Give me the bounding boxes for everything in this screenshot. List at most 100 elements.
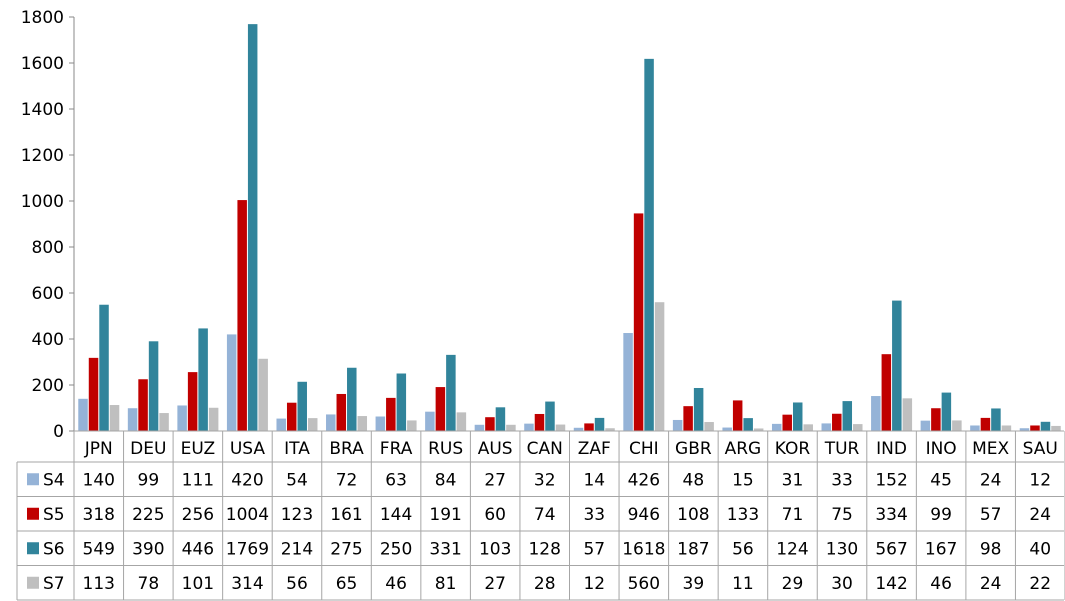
table-cell-value: 133 (727, 505, 759, 525)
x-category-label: IND (876, 439, 907, 459)
table-cell-value: 113 (83, 574, 115, 594)
table-cell-value: 54 (286, 470, 308, 490)
table-cell-value: 1618 (622, 539, 665, 559)
bar-S5-MEX (980, 417, 991, 431)
x-category-label: ITA (284, 439, 310, 459)
bar-S4-ARG (722, 427, 732, 431)
table-cell-value: 32 (534, 470, 556, 490)
legend-series-name: S7 (43, 574, 65, 594)
bar-S6-FRA (396, 373, 407, 431)
x-category-label: CHI (629, 439, 659, 459)
x-category-label: INO (926, 439, 957, 459)
table-cell-value: 74 (534, 505, 556, 525)
bar-S4-ITA (276, 418, 286, 431)
x-category-label: BRA (329, 439, 364, 459)
bar-S5-JPN (88, 357, 99, 431)
bar-S4-KOR (771, 423, 782, 431)
table-cell-value: 103 (479, 539, 511, 559)
table-cell-value: 128 (528, 539, 560, 559)
bar-S4-IND (871, 396, 881, 431)
table-cell-value: 187 (677, 539, 709, 559)
table-cell-value: 28 (534, 574, 556, 594)
bar-S5-BRA (336, 393, 347, 431)
bar-S7-CHI (654, 302, 665, 431)
table-cell-value: 1769 (226, 539, 269, 559)
table-cell-value: 75 (831, 505, 853, 525)
table-cell-value: 29 (782, 574, 804, 594)
legend-swatch (27, 507, 39, 520)
table-cell-value: 72 (336, 470, 358, 490)
x-category-label: GBR (675, 439, 712, 459)
bar-S7-DEU (159, 413, 169, 431)
bar-S5-AUS (485, 417, 495, 431)
table-cell-value: 426 (628, 470, 660, 490)
bar-S6-ITA (297, 381, 307, 431)
table-cell-value: 1004 (226, 505, 269, 525)
x-category-label: EUZ (181, 439, 216, 459)
bar-S4-MEX (970, 425, 980, 431)
table-cell-value: 225 (132, 505, 164, 525)
bar-S4-AUS (474, 424, 485, 431)
bar-S4-CHI (623, 333, 633, 431)
bar-S4-INO (920, 420, 931, 431)
table-cell-value: 39 (683, 574, 705, 594)
y-tick-label: 0 (53, 422, 64, 442)
bar-S7-JPN (109, 405, 120, 431)
table-cell-value: 275 (330, 539, 362, 559)
table-cell-value: 130 (826, 539, 858, 559)
x-category-label: ARG (725, 439, 762, 459)
data-table: JPN DEU EUZ USA ITA BRA FRA RUS AUS CAN ZAF CHI GBR A… (16, 430, 1065, 601)
bar-S7-ARG (753, 428, 764, 431)
bar-S5-GBR (683, 406, 693, 431)
table-cell-value: 142 (875, 574, 907, 594)
table-cell-value: 331 (429, 539, 461, 559)
bar-S6-IND (892, 300, 902, 431)
y-tick-label: 800 (32, 238, 64, 258)
bar-S4-ZAF (573, 427, 584, 431)
bar-S4-SAU (1019, 428, 1030, 431)
y-tick-label: 1400 (21, 100, 64, 120)
table-cell-value: 214 (281, 539, 313, 559)
bar-S4-USA (226, 334, 237, 431)
bar-S6-ARG (743, 418, 753, 431)
bar-S5-ZAF (584, 423, 594, 431)
bar-S5-CHI (633, 213, 644, 431)
table-cell-value: 111 (182, 470, 214, 490)
y-tick-label: 1200 (21, 146, 64, 166)
table-cell-value: 420 (231, 470, 263, 490)
x-category-label: KOR (775, 439, 811, 459)
bar-S7-EUZ (208, 407, 219, 431)
table-cell-value: 22 (1029, 574, 1051, 594)
table-cell-value: 48 (683, 470, 705, 490)
bar-S7-MEX (1001, 425, 1012, 431)
table-cell-value: 11 (732, 574, 754, 594)
bar-S6-CHI (644, 58, 654, 432)
bar-S6-TUR (842, 401, 853, 431)
bar-S6-SAU (1040, 421, 1051, 431)
table-cell-value: 446 (182, 539, 214, 559)
table-cell-value: 108 (677, 505, 709, 525)
table-cell-value: 24 (980, 470, 1002, 490)
y-axis: 0 200 400 600 800 1000 1200 1400 1600 1800 (21, 8, 75, 442)
table-cell-value: 84 (435, 470, 457, 490)
y-tick-label: 600 (32, 284, 64, 304)
table-cell-value: 56 (286, 574, 308, 594)
bar-S6-KOR (792, 402, 803, 431)
table-cell-value: 14 (583, 470, 605, 490)
table-cell-value: 152 (875, 470, 907, 490)
bar-S4-DEU (127, 408, 138, 431)
table-cell-value: 256 (182, 505, 214, 525)
bar-S5-ARG (732, 400, 743, 431)
table-cell-value: 250 (380, 539, 412, 559)
bar-S7-AUS (506, 424, 516, 431)
x-category-label: JPN (84, 439, 113, 459)
bar-S6-USA (247, 24, 258, 431)
table-cell-value: 33 (831, 470, 853, 490)
table-cell-value: 144 (380, 505, 412, 525)
table-cell-value: 12 (1029, 470, 1051, 490)
table-cell-value: 46 (385, 574, 407, 594)
bar-S6-MEX (991, 408, 1001, 431)
bar-S5-RUS (435, 387, 446, 431)
table-cell-value: 12 (583, 574, 605, 594)
